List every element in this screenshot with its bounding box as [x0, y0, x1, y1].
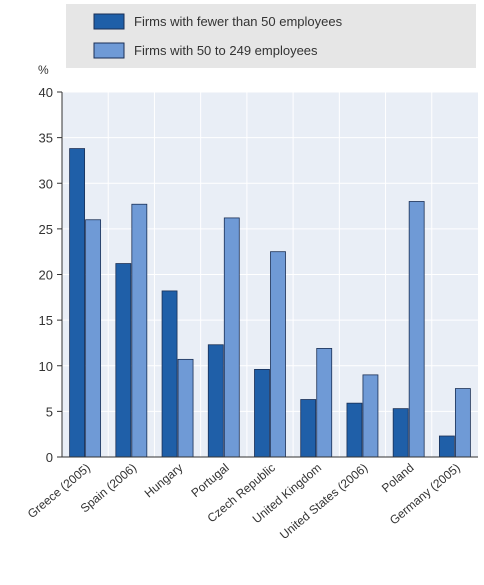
y-tick-label: 10: [39, 359, 53, 374]
bar-small-firms: [69, 148, 86, 458]
bar-small-firms: [161, 290, 178, 458]
bar-small-firms: [346, 402, 363, 458]
bar-medium-firms: [131, 203, 148, 458]
grid-lines: [62, 91, 478, 457]
x-category-label: Poland: [379, 461, 417, 496]
legend-background: [66, 4, 476, 68]
y-tick-label: 35: [39, 131, 53, 146]
bar-small-firms: [392, 408, 409, 458]
bar-small-firms: [300, 399, 317, 458]
y-axis-ticks: 0 5 10 15 20 25 30 35 40: [39, 85, 62, 465]
x-category-label: Portugal: [188, 461, 231, 500]
x-category-label: United States (2006): [277, 461, 370, 542]
bar-medium-firms: [223, 217, 240, 458]
bar-medium-firms: [177, 358, 194, 458]
y-tick-label: 30: [39, 176, 53, 191]
y-unit-label: %: [38, 63, 49, 77]
bars: [69, 148, 471, 458]
bar-medium-firms: [270, 251, 286, 458]
legend-swatch-small-firms: [93, 13, 125, 30]
y-tick-label: 15: [39, 313, 53, 328]
y-tick-label: 40: [39, 85, 53, 100]
legend-label-small-firms: Firms with fewer than 50 employees: [134, 14, 343, 29]
bar-small-firms: [207, 344, 224, 458]
bar-small-firms: [438, 435, 455, 458]
bar-medium-firms: [408, 201, 425, 458]
bar-small-firms: [254, 368, 270, 458]
x-category-label: Hungary: [142, 461, 186, 501]
x-axis-labels: Greece (2005)Spain (2006) Hungary Portugal…: [25, 461, 463, 542]
y-tick-label: 5: [46, 404, 53, 419]
legend-label-medium-firms: Firms with 50 to 249 employees: [134, 43, 318, 58]
legend-swatch-medium-firms: [93, 42, 125, 59]
bar-medium-firms: [85, 219, 102, 458]
y-tick-label: 0: [46, 450, 53, 465]
bar-medium-firms: [454, 388, 471, 458]
bar-medium-firms: [362, 374, 379, 458]
bar-small-firms: [115, 263, 132, 458]
legend: Firms with fewer than 50 employees Firms…: [66, 4, 476, 68]
y-tick-label: 20: [39, 268, 53, 283]
y-tick-label: 25: [39, 222, 53, 237]
bar-medium-firms: [316, 348, 333, 458]
